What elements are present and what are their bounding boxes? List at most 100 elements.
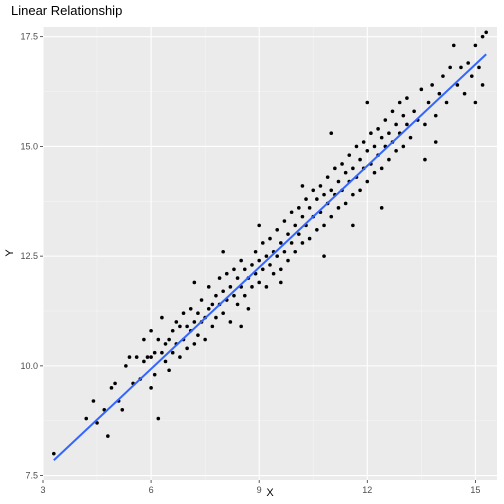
data-point (347, 153, 352, 157)
data-point (246, 307, 251, 311)
data-point (343, 170, 348, 175)
data-point (300, 214, 305, 219)
data-point (221, 289, 225, 294)
data-point (239, 324, 243, 329)
data-point (163, 342, 168, 346)
data-point (477, 65, 481, 70)
data-point (351, 223, 355, 228)
data-point (473, 100, 478, 105)
data-point (152, 372, 157, 377)
y-tick-label: 17.5 (20, 32, 38, 42)
data-point (369, 131, 373, 136)
data-point (433, 113, 438, 118)
data-point (84, 416, 89, 421)
y-axis-title: Y (4, 249, 16, 257)
data-point (293, 223, 298, 228)
data-point (149, 328, 153, 333)
data-point (192, 320, 197, 324)
data-point (376, 127, 380, 131)
data-point (224, 271, 229, 276)
data-point (228, 320, 233, 324)
data-point (206, 285, 211, 289)
data-point (372, 170, 377, 175)
data-point (340, 162, 344, 166)
data-point (268, 236, 272, 241)
data-point (257, 258, 261, 263)
data-point (271, 271, 276, 276)
data-point (156, 337, 161, 342)
data-point (394, 122, 398, 127)
data-point (423, 157, 427, 162)
data-point (379, 135, 384, 140)
data-point (437, 91, 442, 96)
data-point (300, 241, 305, 245)
data-point (318, 184, 323, 188)
data-point (459, 65, 463, 70)
x-axis-title: X (266, 487, 274, 499)
data-point (250, 285, 254, 289)
data-points (52, 30, 488, 456)
data-point (178, 355, 182, 359)
data-point (124, 364, 128, 368)
data-point (322, 192, 326, 197)
data-point (426, 100, 431, 105)
data-point (293, 249, 298, 254)
x-tick-label: 9 (257, 485, 262, 495)
data-point (419, 87, 424, 92)
data-point (210, 324, 215, 329)
data-point (185, 324, 189, 329)
data-point (163, 359, 168, 364)
data-point (95, 421, 99, 425)
data-point (286, 258, 290, 263)
data-point (304, 197, 308, 201)
data-point (142, 359, 146, 364)
data-point (156, 416, 161, 421)
data-point (480, 83, 485, 87)
data-point (343, 201, 348, 206)
data-point (279, 241, 283, 245)
data-point (170, 328, 175, 333)
data-point (423, 122, 427, 127)
data-point (192, 280, 197, 285)
data-point (351, 192, 355, 197)
data-point (235, 302, 240, 307)
data-point (351, 166, 355, 171)
data-point (228, 285, 233, 289)
data-point (311, 188, 316, 193)
data-point (113, 381, 117, 386)
data-point (300, 184, 305, 188)
data-point (149, 355, 153, 359)
data-point (397, 100, 402, 105)
y-tick-label: 15.0 (20, 141, 38, 151)
data-point (167, 337, 171, 342)
data-point (469, 74, 474, 78)
y-tick-label: 10.0 (20, 361, 38, 371)
data-point (127, 355, 132, 359)
data-point (358, 188, 362, 193)
data-point (408, 135, 413, 140)
data-point (365, 179, 370, 184)
data-point (405, 96, 409, 100)
data-point (282, 249, 287, 254)
data-point (221, 249, 225, 254)
data-point (336, 179, 341, 184)
data-point (250, 263, 254, 267)
data-point (315, 197, 319, 201)
data-point (361, 140, 366, 144)
data-point (257, 223, 261, 228)
x-axis-ticks: 3 6 9 12 15 (40, 480, 480, 495)
data-point (372, 144, 377, 149)
y-tick-label: 12.5 (20, 251, 38, 261)
data-point (242, 267, 247, 272)
x-tick-label: 6 (149, 485, 154, 495)
data-point (217, 276, 222, 280)
data-point (480, 34, 485, 39)
data-point (239, 258, 243, 263)
data-point (279, 280, 283, 285)
data-point (232, 267, 236, 272)
data-point (379, 166, 384, 171)
data-point (289, 241, 294, 245)
data-point (297, 206, 301, 210)
data-point (134, 355, 139, 359)
